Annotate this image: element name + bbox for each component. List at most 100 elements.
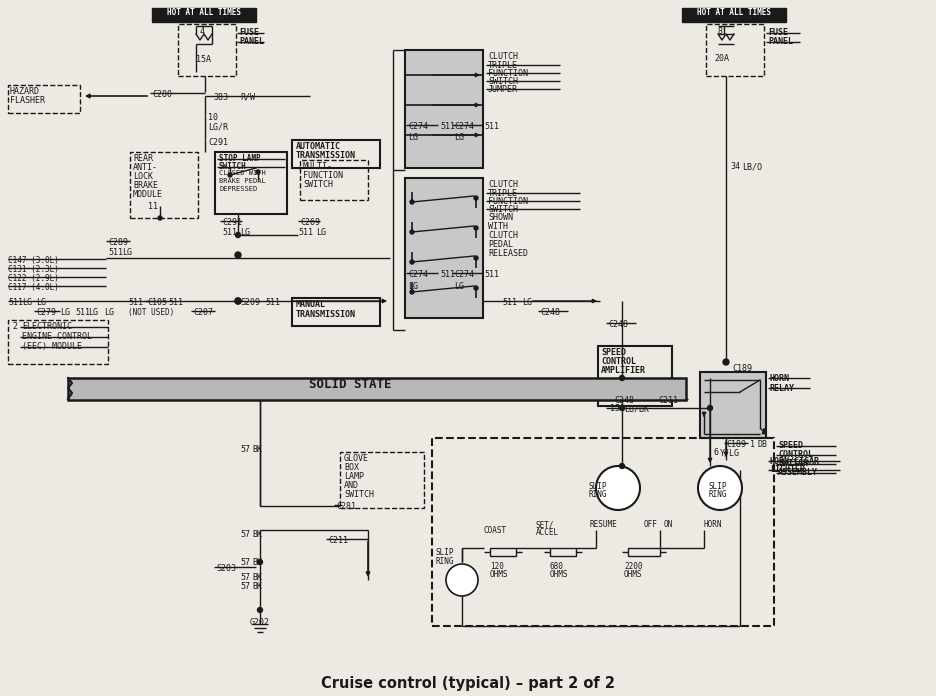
Circle shape xyxy=(474,286,478,290)
Text: FUNCTION: FUNCTION xyxy=(488,69,528,78)
Text: LG: LG xyxy=(408,282,418,291)
Text: GLOVE: GLOVE xyxy=(344,454,369,463)
Text: C274: C274 xyxy=(454,122,474,131)
Text: 511: 511 xyxy=(168,298,183,307)
Text: HAZARD: HAZARD xyxy=(10,87,40,96)
Text: WITH: WITH xyxy=(488,222,508,231)
Text: RELAY: RELAY xyxy=(770,384,795,393)
Text: 15A: 15A xyxy=(196,55,211,64)
Text: 511: 511 xyxy=(440,122,455,131)
Circle shape xyxy=(474,256,478,260)
Text: BK: BK xyxy=(252,573,262,582)
Circle shape xyxy=(235,298,241,304)
Text: PANEL: PANEL xyxy=(768,37,793,46)
Circle shape xyxy=(596,466,640,510)
Text: TRIPLE: TRIPLE xyxy=(488,61,518,70)
Bar xyxy=(340,452,424,508)
Text: OHMS: OHMS xyxy=(624,570,642,579)
Text: SWITCH: SWITCH xyxy=(488,205,518,214)
Text: DB: DB xyxy=(758,440,768,449)
Circle shape xyxy=(235,298,241,304)
Text: LAMP: LAMP xyxy=(344,472,364,481)
Text: SWITCH: SWITCH xyxy=(219,162,247,171)
Text: LG: LG xyxy=(522,298,532,307)
Text: HORN: HORN xyxy=(704,520,723,529)
Text: C291: C291 xyxy=(222,218,242,227)
Text: LG: LG xyxy=(454,133,464,142)
Text: BOX: BOX xyxy=(344,463,359,472)
Text: CLUTCH: CLUTCH xyxy=(488,52,518,61)
Text: 511: 511 xyxy=(128,298,143,307)
Text: SLIP: SLIP xyxy=(589,482,607,491)
Text: 511: 511 xyxy=(298,228,313,237)
Text: RESUME: RESUME xyxy=(590,520,618,529)
Bar xyxy=(130,152,198,218)
Text: FUSE: FUSE xyxy=(239,28,259,37)
Text: C274: C274 xyxy=(408,122,428,131)
Text: SWITCH: SWITCH xyxy=(303,180,333,189)
Text: Y/LG: Y/LG xyxy=(720,448,740,457)
Circle shape xyxy=(474,226,478,230)
Text: 8: 8 xyxy=(718,27,723,36)
Text: FUSE: FUSE xyxy=(768,28,788,37)
Text: (EEC) MODULE: (EEC) MODULE xyxy=(22,342,82,351)
Circle shape xyxy=(620,376,624,381)
Text: OFF: OFF xyxy=(644,520,658,529)
Text: BRAKE: BRAKE xyxy=(133,181,158,190)
Text: LG: LG xyxy=(60,308,70,317)
Text: C147 (3.0L): C147 (3.0L) xyxy=(8,256,59,265)
Text: ELECTRONIC: ELECTRONIC xyxy=(22,322,72,331)
Text: RING: RING xyxy=(436,557,455,566)
Text: 57: 57 xyxy=(240,445,250,454)
Text: FUNCTION: FUNCTION xyxy=(303,171,343,180)
Text: 511: 511 xyxy=(222,228,237,237)
Text: HOT AT ALL TIMES: HOT AT ALL TIMES xyxy=(167,8,241,17)
Circle shape xyxy=(410,260,414,264)
Bar xyxy=(292,298,380,326)
Text: COAST: COAST xyxy=(484,526,507,535)
Text: C248: C248 xyxy=(540,308,560,317)
Text: 1: 1 xyxy=(750,440,755,449)
Text: LG: LG xyxy=(240,228,250,237)
Circle shape xyxy=(236,232,241,237)
Circle shape xyxy=(620,464,624,468)
Text: SPEED: SPEED xyxy=(778,441,803,450)
Bar xyxy=(432,438,774,626)
Text: 57: 57 xyxy=(240,573,250,582)
Text: ACCEL: ACCEL xyxy=(536,528,559,537)
Text: REAR: REAR xyxy=(133,154,153,163)
Bar xyxy=(700,372,766,438)
Circle shape xyxy=(446,564,478,596)
Text: S203: S203 xyxy=(216,564,236,573)
Text: ENGINE CONTROL: ENGINE CONTROL xyxy=(22,332,92,341)
Text: 10: 10 xyxy=(208,113,218,122)
Circle shape xyxy=(228,173,232,177)
Circle shape xyxy=(158,216,162,220)
Text: ASSEMBLY: ASSEMBLY xyxy=(778,468,818,477)
Text: PEDAL: PEDAL xyxy=(488,240,513,249)
Text: C280: C280 xyxy=(152,90,172,99)
Text: CLUTCH: CLUTCH xyxy=(488,180,518,189)
Text: MANUAL: MANUAL xyxy=(296,300,326,309)
Text: LG: LG xyxy=(22,298,32,307)
Bar xyxy=(405,178,483,318)
Text: OHMS: OHMS xyxy=(550,570,568,579)
Text: G202: G202 xyxy=(250,618,270,627)
Bar xyxy=(628,548,660,556)
Text: FLASHER: FLASHER xyxy=(10,96,45,105)
Text: 511: 511 xyxy=(440,270,455,279)
Text: C189: C189 xyxy=(726,440,746,449)
Text: BK: BK xyxy=(252,445,262,454)
Text: LB/O: LB/O xyxy=(742,162,762,171)
Text: R/W: R/W xyxy=(240,93,255,102)
Text: MULTI-: MULTI- xyxy=(303,162,333,171)
Text: C207: C207 xyxy=(193,308,213,317)
Text: C274: C274 xyxy=(454,270,474,279)
Circle shape xyxy=(410,200,414,204)
Text: PANEL: PANEL xyxy=(239,37,264,46)
Text: LG: LG xyxy=(36,298,46,307)
Text: RELEASED: RELEASED xyxy=(488,249,528,258)
Text: BK: BK xyxy=(252,558,262,567)
Text: CONTROL: CONTROL xyxy=(601,357,636,366)
Text: 511: 511 xyxy=(265,298,280,307)
